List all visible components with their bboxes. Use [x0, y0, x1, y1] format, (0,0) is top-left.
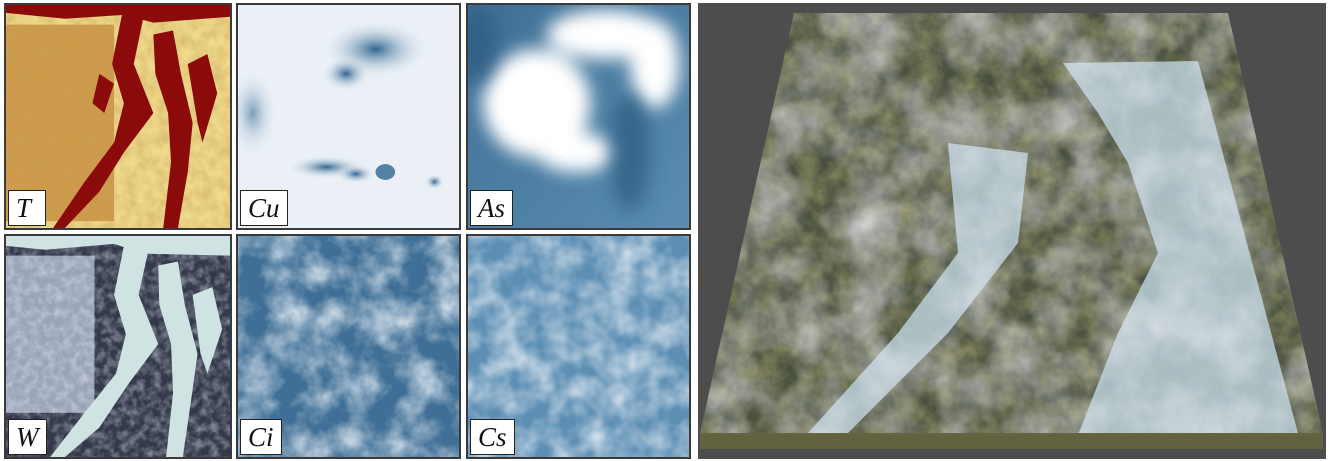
cumulus-map-panel: Cu	[236, 3, 461, 230]
rendered-cloud-scene	[698, 3, 1326, 459]
rendered-scene-image	[698, 3, 1326, 459]
cumulus-label: Cu	[240, 190, 288, 226]
cumulus-map-image	[238, 5, 459, 228]
altostratus-label: As	[470, 190, 513, 226]
terrain-map-image	[6, 5, 230, 228]
terrain-label: T	[8, 190, 46, 226]
altostratus-map-panel: As	[466, 3, 691, 230]
terrain-map-panel: T	[4, 3, 232, 230]
cirrostratus-label: Cs	[470, 419, 515, 455]
water-map-panel: W	[4, 234, 232, 459]
water-label: W	[8, 419, 47, 455]
cirrus-map-panel: Ci	[236, 234, 461, 459]
cirrostratus-map-panel: Cs	[466, 234, 691, 459]
cirrus-label: Ci	[240, 419, 282, 455]
water-map-image	[6, 236, 230, 457]
altostratus-map-image	[468, 5, 689, 228]
